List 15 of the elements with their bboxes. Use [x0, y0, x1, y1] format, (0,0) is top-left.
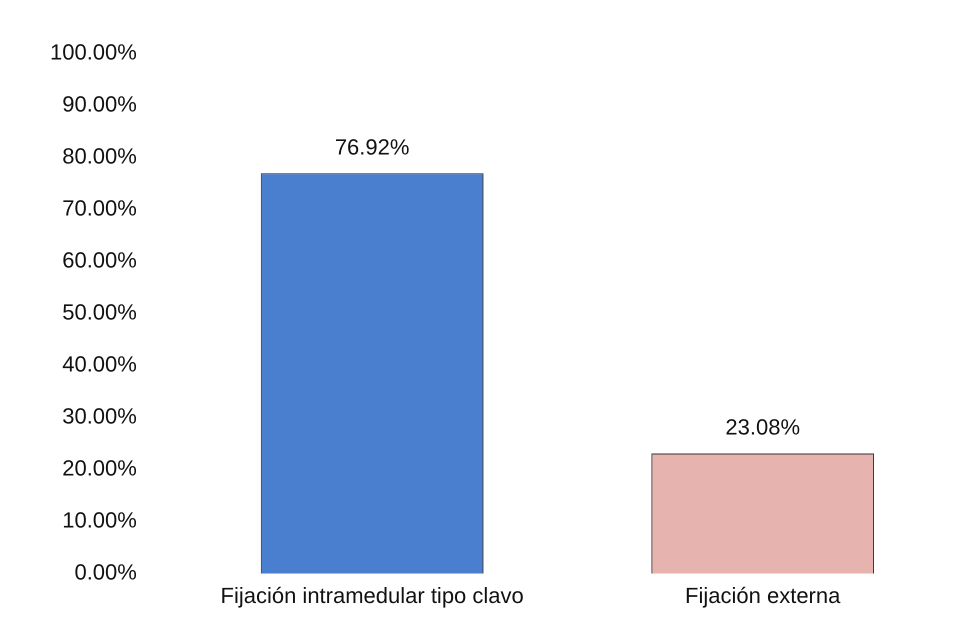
data-label: 76.92%	[334, 134, 410, 160]
y-tick-label: 10.00%	[62, 508, 137, 533]
y-tick-label: 100.00%	[50, 39, 137, 64]
data-label: 23.08%	[725, 414, 800, 440]
y-tick-label: 30.00%	[62, 404, 137, 429]
y-tick-label: 70.00%	[62, 195, 137, 220]
y-tick-label: 50.00%	[62, 299, 137, 324]
y-tick-label: 60.00%	[62, 247, 137, 272]
y-tick-label: 40.00%	[62, 352, 137, 377]
x-tick-label: Fijación intramedular tipo clavo	[220, 582, 524, 608]
x-tick-label: Fijación externa	[685, 582, 842, 608]
y-tick-label: 20.00%	[62, 456, 137, 481]
y-tick-label: 80.00%	[62, 143, 137, 168]
y-tick-label: 90.00%	[62, 91, 137, 116]
y-tick-label: 0.00%	[74, 560, 137, 585]
